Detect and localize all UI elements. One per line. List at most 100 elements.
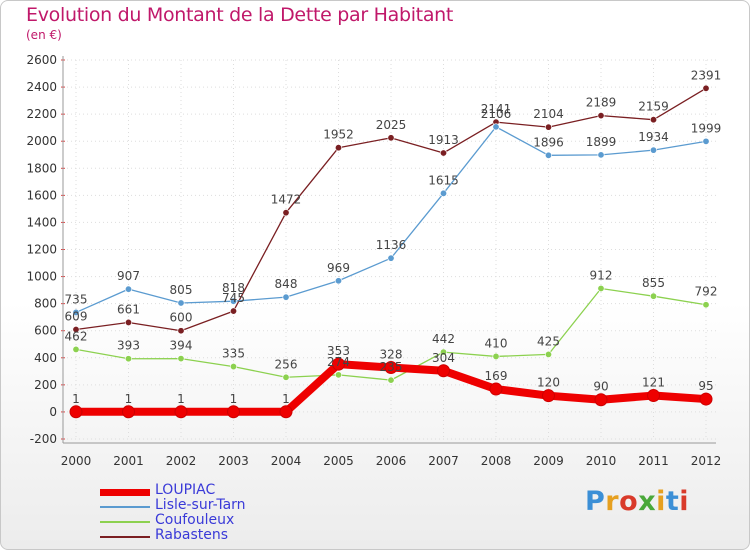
data-point-lisle-sur-tarn	[597, 151, 605, 159]
data-label: 1913	[428, 133, 459, 147]
data-label: 425	[537, 334, 560, 348]
data-point-lisle-sur-tarn	[125, 285, 133, 293]
data-point-lisle-sur-tarn	[544, 151, 552, 159]
data-label: 121	[642, 376, 665, 390]
y-tick-label: 2400	[26, 80, 57, 94]
logo-letter: P	[585, 486, 606, 517]
data-label: 90	[593, 380, 608, 394]
data-point-loupiac	[699, 392, 713, 406]
x-tick-label: 2007	[428, 454, 459, 468]
data-point-lisle-sur-tarn	[649, 146, 657, 154]
data-point-lisle-sur-tarn	[177, 299, 185, 307]
logo-letter: r	[605, 486, 620, 517]
data-label: 394	[170, 339, 193, 353]
y-tick-label: 800	[34, 297, 57, 311]
data-label: 235	[380, 360, 403, 374]
data-point-loupiac	[647, 389, 660, 403]
series-layer	[69, 84, 713, 419]
data-point-coufouleux	[544, 350, 552, 358]
proxiti-logo: Proxiti	[585, 486, 689, 517]
logo-letter: o	[619, 486, 639, 517]
y-tick-label: 1400	[26, 215, 57, 229]
data-point-lisle-sur-tarn	[387, 254, 395, 262]
data-label: 462	[65, 329, 88, 343]
y-tick-label: 1200	[26, 243, 57, 257]
data-label: 600	[170, 311, 193, 325]
y-tick-label: 2000	[26, 134, 57, 148]
data-label: 1136	[376, 238, 407, 252]
data-point-rabastens	[230, 307, 238, 315]
data-point-rabastens	[334, 144, 342, 152]
data-label: 1896	[533, 135, 564, 149]
data-point-loupiac	[384, 361, 398, 375]
data-point-lisle-sur-tarn	[492, 123, 500, 131]
x-tick-label: 2006	[376, 454, 407, 468]
y-tick-label: 1000	[26, 270, 57, 284]
data-label: 95	[698, 379, 713, 393]
logo-letter: i	[656, 486, 666, 517]
unit-note: (en €)	[26, 28, 62, 42]
legend-label: Rabastens	[155, 527, 229, 543]
x-tick-label: 2009	[533, 454, 564, 468]
data-point-coufouleux	[72, 345, 80, 353]
data-label: 907	[117, 269, 140, 283]
legend-swatch	[100, 536, 150, 538]
data-label: 393	[117, 339, 140, 353]
y-tick-label: 2200	[26, 107, 57, 121]
data-point-loupiac	[489, 382, 503, 396]
grid-layer	[63, 59, 716, 440]
x-tick-label: 2008	[481, 454, 512, 468]
legend-label: Coufouleux	[155, 512, 235, 528]
data-point-coufouleux	[177, 355, 185, 363]
data-point-loupiac	[279, 405, 293, 419]
x-tick-label: 2012	[691, 454, 722, 468]
data-label: 328	[380, 348, 403, 362]
data-point-lisle-sur-tarn	[230, 297, 238, 305]
data-point-coufouleux	[649, 292, 657, 300]
data-label: 1472	[271, 193, 302, 207]
data-point-loupiac	[122, 405, 135, 419]
y-tick-label: -200	[30, 432, 57, 446]
data-point-coufouleux	[230, 363, 238, 371]
data-label: 353	[327, 344, 350, 358]
legend-label: Lisle-sur-Tarn	[155, 497, 246, 513]
data-label: 792	[695, 285, 718, 299]
data-point-lisle-sur-tarn	[702, 137, 710, 145]
data-label: 1	[125, 392, 133, 406]
data-label: 1934	[638, 130, 669, 144]
data-point-rabastens	[177, 327, 185, 335]
data-label: 805	[170, 283, 193, 297]
data-point-lisle-sur-tarn	[334, 277, 342, 285]
data-point-coufouleux	[334, 371, 342, 379]
data-label: 2141	[481, 102, 512, 116]
y-tick-label: 200	[34, 378, 57, 392]
data-point-rabastens	[387, 134, 395, 142]
data-label: 274	[327, 355, 350, 369]
data-label: 855	[642, 276, 665, 290]
data-point-loupiac	[437, 364, 450, 378]
x-tick-label: 2011	[638, 454, 669, 468]
data-label: 745	[222, 291, 245, 305]
axis-layer: -200020040060080010001200140016001800200…	[26, 53, 721, 468]
x-tick-label: 2010	[586, 454, 617, 468]
legend-swatch	[100, 489, 150, 496]
legend-swatch	[100, 521, 150, 523]
x-tick-label: 2001	[113, 454, 144, 468]
data-label: 2189	[586, 96, 617, 110]
y-tick-label: 2600	[26, 53, 57, 67]
data-label: 1	[72, 392, 80, 406]
logo-letter: x	[638, 486, 657, 517]
data-label-layer: 609 661 600 745 1472 1952 2025 1913 2141 2104 2189…	[65, 68, 722, 406]
data-label: 169	[485, 369, 508, 383]
data-label: 2391	[691, 68, 722, 82]
data-point-loupiac	[594, 393, 608, 407]
data-label: 120	[537, 376, 560, 390]
data-label: 1	[282, 392, 290, 406]
x-tick-label: 2005	[323, 454, 354, 468]
data-label: 818	[222, 281, 245, 295]
data-point-rabastens	[649, 116, 657, 124]
data-point-rabastens	[72, 325, 80, 333]
data-point-coufouleux	[387, 376, 395, 384]
data-label: 256	[275, 357, 298, 371]
y-tick-label: 1600	[26, 188, 57, 202]
